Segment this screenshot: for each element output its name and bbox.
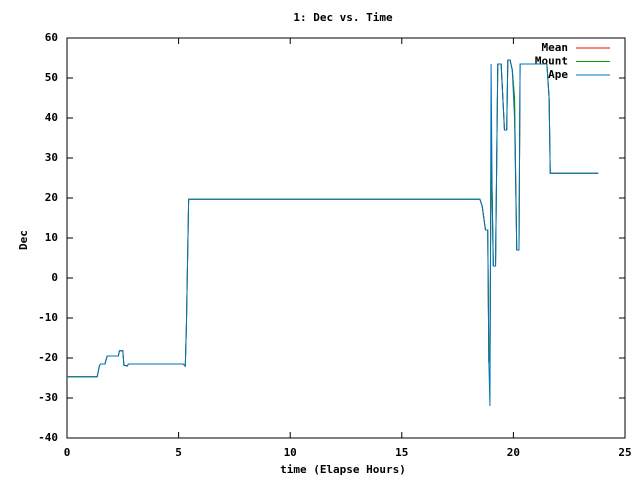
y-tick-label: 30 (45, 151, 58, 164)
series-line (67, 59, 599, 407)
y-tick-label: -40 (38, 431, 58, 444)
y-tick-label: 20 (45, 191, 58, 204)
legend-label: Mean (542, 41, 569, 54)
y-tick-label: 10 (45, 231, 58, 244)
legend-label: Mount (535, 55, 568, 68)
y-tick-label: 60 (45, 31, 58, 44)
y-tick-label: 0 (51, 271, 58, 284)
x-axis-label: time (Elapse Hours) (280, 463, 406, 476)
x-tick-label: 20 (507, 446, 520, 459)
legend-label: Ape (548, 68, 568, 81)
y-tick-label: 50 (45, 71, 58, 84)
x-tick-label: 0 (64, 446, 71, 459)
y-tick-label: -30 (38, 391, 58, 404)
x-tick-label: 25 (618, 446, 631, 459)
y-tick-label: 40 (45, 111, 58, 124)
y-tick-label: -10 (38, 311, 58, 324)
x-tick-label: 5 (175, 446, 182, 459)
x-tick-label: 15 (395, 446, 408, 459)
y-axis-label: Dec (17, 230, 30, 250)
y-tick-label: -20 (38, 351, 58, 364)
x-tick-label: 10 (284, 446, 297, 459)
chart-title: 1: Dec vs. Time (293, 11, 393, 24)
